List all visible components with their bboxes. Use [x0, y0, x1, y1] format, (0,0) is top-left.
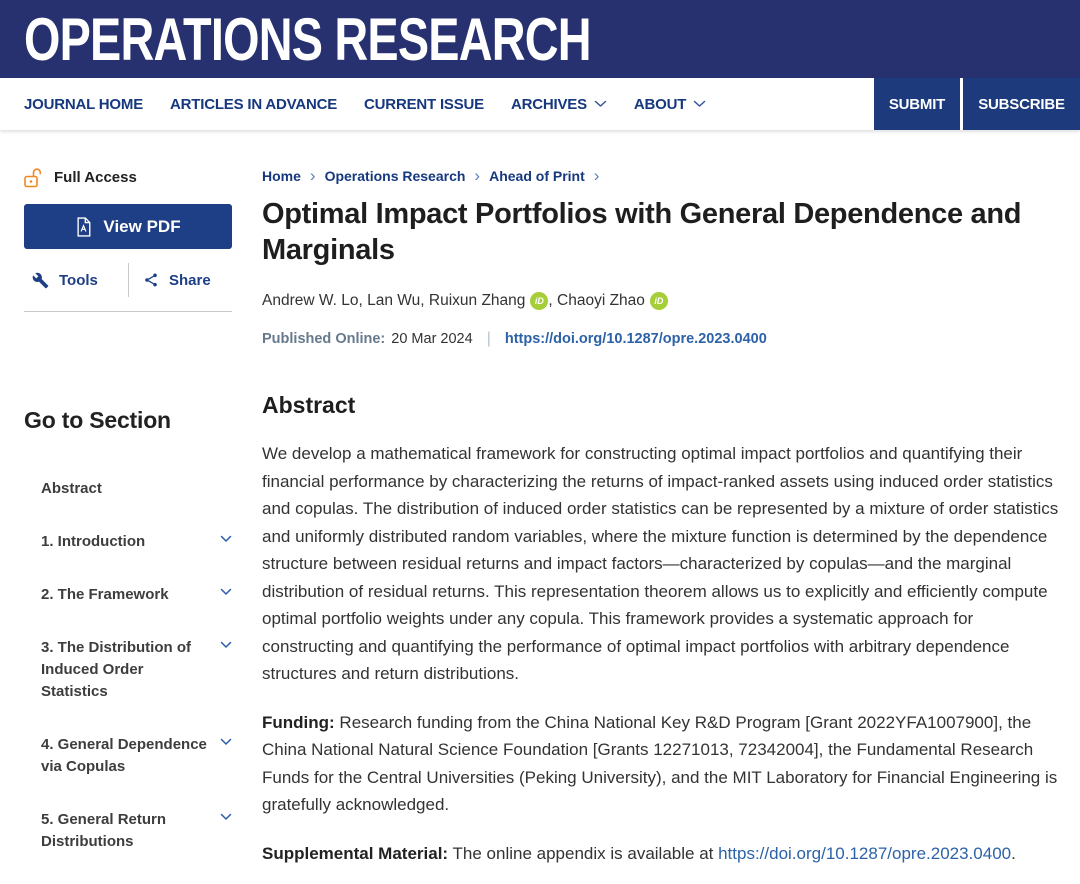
published-label: Published Online: — [262, 331, 386, 347]
funding-label: Funding: — [262, 712, 335, 732]
pdf-file-icon — [75, 216, 92, 237]
chevron-down-icon[interactable] — [220, 738, 232, 746]
chevron-right-icon: › — [474, 166, 481, 185]
chevron-right-icon: › — [309, 166, 316, 185]
view-pdf-button[interactable]: View PDF — [24, 204, 232, 249]
abstract-heading: Abstract — [262, 392, 356, 418]
author-name[interactable]: Chaoyi Zhao — [557, 292, 645, 309]
breadcrumb-ahead-of-print[interactable]: Ahead of Print — [489, 168, 585, 184]
author-name[interactable]: Lan Wu — [367, 292, 421, 309]
nav-about[interactable]: ABOUT — [634, 96, 706, 113]
chevron-down-icon[interactable] — [220, 535, 232, 543]
sidebar-item-framework[interactable]: 2. The Framework — [41, 584, 232, 606]
access-label: Full Access — [54, 169, 137, 186]
view-pdf-label: View PDF — [103, 216, 181, 236]
doi-link[interactable]: https://doi.org/10.1287/opre.2023.0400 — [504, 331, 767, 347]
sidebar-item-dependence[interactable]: 4. General Dependence via Copulas — [41, 734, 232, 778]
submit-button[interactable]: SUBMIT — [874, 78, 960, 130]
article-title: Optimal Impact Portfolios with General D… — [262, 198, 1022, 266]
supplemental-paragraph: Supplemental Material: The online append… — [262, 843, 1016, 863]
author-name[interactable]: Andrew W. Lo — [262, 292, 359, 309]
vertical-divider — [128, 263, 129, 297]
nav-journal-home[interactable]: JOURNAL HOME — [24, 95, 143, 113]
breadcrumb-journal[interactable]: Operations Research — [324, 168, 466, 184]
chevron-down-icon[interactable] — [220, 641, 232, 649]
journal-logo[interactable]: OPERATIONS RESEARCH — [24, 5, 592, 73]
nav-current-issue[interactable]: CURRENT ISSUE — [364, 95, 484, 113]
sidebar-item-introduction[interactable]: 1. Introduction — [41, 531, 232, 553]
nav-articles-in-advance[interactable]: ARTICLES IN ADVANCE — [170, 95, 338, 113]
share-label: Share — [169, 271, 211, 289]
section-nav-list: Abstract 1. Introduction 2. The Framewor… — [24, 478, 232, 853]
abstract-text: We develop a mathematical framework for … — [262, 444, 1059, 683]
chevron-down-icon[interactable] — [220, 588, 232, 596]
access-status: Full Access — [24, 167, 232, 188]
sidebar-divider — [24, 311, 232, 312]
tools-button[interactable]: Tools — [24, 272, 128, 289]
main-nav: JOURNAL HOME ARTICLES IN ADVANCE CURRENT… — [0, 78, 1080, 130]
tools-share-row: Tools Share — [24, 263, 232, 297]
sidebar-item-abstract[interactable]: Abstract — [41, 480, 102, 497]
journal-masthead: OPERATIONS RESEARCH — [0, 0, 1080, 78]
nav-archives[interactable]: ARCHIVES — [511, 96, 607, 113]
supplemental-label: Supplemental Material: — [262, 843, 449, 863]
chevron-down-icon — [594, 100, 607, 108]
published-row: Published Online: 20 Mar 2024 | https://… — [262, 330, 1062, 348]
pipe-divider: | — [486, 330, 491, 347]
sidebar-item-distribution[interactable]: 3. The Distribution of Induced Order Sta… — [41, 637, 232, 703]
article-main: Home › Operations Research › Ahead of Pr… — [262, 130, 1062, 884]
nav-actions: SUBMIT SUBSCRIBE — [874, 78, 1080, 130]
article-sidebar: Full Access View PDF Tools — [24, 130, 232, 884]
tools-label: Tools — [59, 271, 98, 289]
chevron-right-icon: › — [593, 166, 600, 185]
page-content: Full Access View PDF Tools — [0, 130, 1080, 884]
author-name[interactable]: Ruixun Zhang — [428, 292, 526, 309]
funding-paragraph: Funding: Research funding from the China… — [262, 712, 1058, 815]
open-lock-icon — [24, 167, 41, 188]
subscribe-button[interactable]: SUBSCRIBE — [963, 78, 1080, 130]
breadcrumb-home[interactable]: Home — [262, 168, 301, 184]
supplemental-doi-link[interactable]: https://doi.org/10.1287/opre.2023.0400 — [718, 843, 1012, 863]
author-byline: Andrew W. Lo, Lan Wu, Ruixun Zhang iD, C… — [262, 292, 1062, 310]
sidebar-item-return-distributions[interactable]: 5. General Return Distributions — [41, 809, 232, 853]
wrench-icon — [32, 272, 49, 289]
breadcrumb: Home › Operations Research › Ahead of Pr… — [262, 166, 1062, 185]
published-date: 20 Mar 2024 — [391, 331, 473, 347]
orcid-icon[interactable]: iD — [530, 292, 549, 310]
chevron-down-icon[interactable] — [220, 813, 232, 821]
goto-section-heading: Go to Section — [24, 407, 171, 433]
chevron-down-icon — [693, 100, 706, 108]
orcid-icon[interactable]: iD — [649, 292, 668, 310]
share-icon — [143, 272, 159, 288]
share-button[interactable]: Share — [129, 272, 211, 289]
